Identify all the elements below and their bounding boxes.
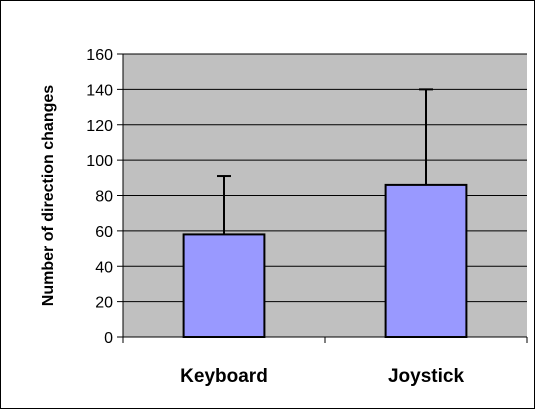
y-axis-title: Number of direction changes bbox=[40, 85, 57, 306]
y-tick-label: 100 bbox=[86, 153, 113, 170]
y-tick-label: 140 bbox=[86, 82, 113, 99]
axes bbox=[122, 54, 528, 343]
x-category-label: Keyboard bbox=[180, 366, 268, 387]
y-tick-label: 160 bbox=[86, 47, 113, 64]
y-tick-label: 60 bbox=[95, 224, 113, 241]
x-axis-categories: Keyboard Joystick bbox=[180, 366, 464, 387]
y-tick-label: 80 bbox=[95, 189, 113, 206]
y-tick-label: 40 bbox=[95, 259, 113, 276]
bars bbox=[182, 183, 468, 339]
error-bars bbox=[217, 88, 433, 235]
y-tick-label: 20 bbox=[95, 295, 113, 312]
y-tick-label: 120 bbox=[86, 118, 113, 135]
bar-joystick bbox=[384, 183, 468, 338]
bar-keyboard bbox=[182, 233, 266, 339]
x-category-label: Joystick bbox=[388, 366, 464, 387]
y-tick-label: 0 bbox=[104, 330, 113, 347]
y-axis-ticks: 0 20 40 60 80 100 120 140 160 bbox=[86, 47, 123, 347]
